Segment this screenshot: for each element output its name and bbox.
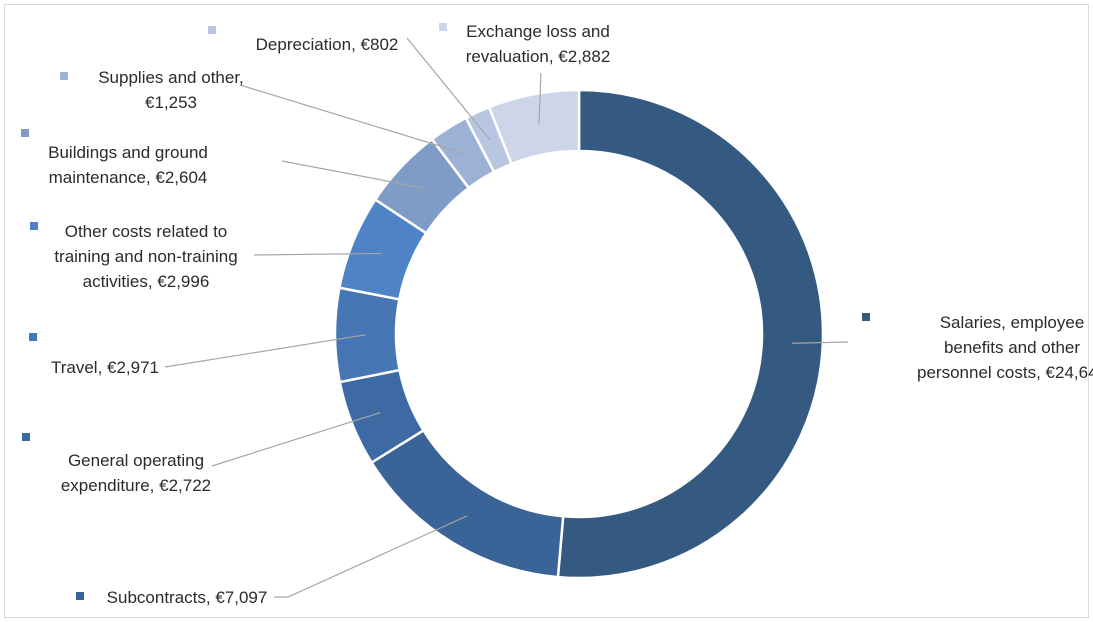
data-label-8: Exchange loss and revaluation, €2,882 <box>466 22 611 66</box>
data-label-line: Supplies and other, <box>98 68 244 87</box>
plot-border <box>4 4 1089 618</box>
leader-line-5 <box>281 160 424 189</box>
data-label-line: expenditure, €2,722 <box>61 476 211 495</box>
label-marker-6 <box>60 72 68 80</box>
data-label-line: €1,253 <box>145 93 197 112</box>
data-label-6: Supplies and other, €1,253 <box>98 68 244 112</box>
leader-line-4 <box>253 252 382 256</box>
data-label-line: Depreciation, €802 <box>256 35 399 54</box>
label-marker-2 <box>22 433 30 441</box>
data-label-2: General operating expenditure, €2,722 <box>61 451 211 495</box>
data-label-line: Exchange loss and <box>466 22 610 41</box>
data-label-line: General operating <box>68 451 204 470</box>
label-marker-4 <box>30 222 38 230</box>
data-label-line: maintenance, €2,604 <box>49 168 208 187</box>
slice-8 <box>487 88 581 166</box>
data-label-5: Buildings and ground maintenance, €2,604 <box>48 143 208 187</box>
leader-lines-layer <box>164 37 849 598</box>
leader-line-1 <box>274 515 468 598</box>
label-marker-3 <box>29 333 37 341</box>
data-label-line: benefits and other <box>944 338 1080 357</box>
data-label-4: Other costs related to training and non-t… <box>54 222 237 291</box>
label-marker-7 <box>208 26 216 34</box>
data-label-3: Travel, €2,971 <box>51 358 159 377</box>
data-label-line: Salaries, employee <box>940 313 1085 332</box>
data-label-line: Buildings and ground <box>48 143 208 162</box>
slice-3 <box>333 286 402 384</box>
leader-line-0 <box>792 341 849 344</box>
leader-line-6 <box>239 84 465 155</box>
data-label-7: Depreciation, €802 <box>256 35 399 54</box>
data-label-line: personnel costs, €24,648 <box>917 363 1093 382</box>
leader-line-8 <box>538 72 542 125</box>
data-label-line: revaluation, €2,882 <box>466 47 611 66</box>
data-label-line: Subcontracts, €7,097 <box>107 588 268 607</box>
label-marker-0 <box>862 313 870 321</box>
data-label-line: activities, €2,996 <box>83 272 210 291</box>
data-label-1: Subcontracts, €7,097 <box>107 588 268 607</box>
data-labels-layer: Salaries, employee benefits and other pers… <box>21 22 1093 607</box>
leader-line-2 <box>211 411 381 467</box>
leader-line-7 <box>406 37 491 141</box>
leader-line-3 <box>164 334 366 368</box>
data-label-line: Other costs related to <box>65 222 228 241</box>
data-label-0: Salaries, employee benefits and other pers… <box>917 313 1093 382</box>
slice-1 <box>369 428 565 579</box>
data-label-line: Travel, €2,971 <box>51 358 159 377</box>
label-marker-8 <box>439 23 447 31</box>
slices-layer <box>333 88 825 580</box>
slice-0 <box>556 88 825 580</box>
label-marker-5 <box>21 129 29 137</box>
label-marker-1 <box>76 592 84 600</box>
data-label-line: training and non-training <box>54 247 237 266</box>
